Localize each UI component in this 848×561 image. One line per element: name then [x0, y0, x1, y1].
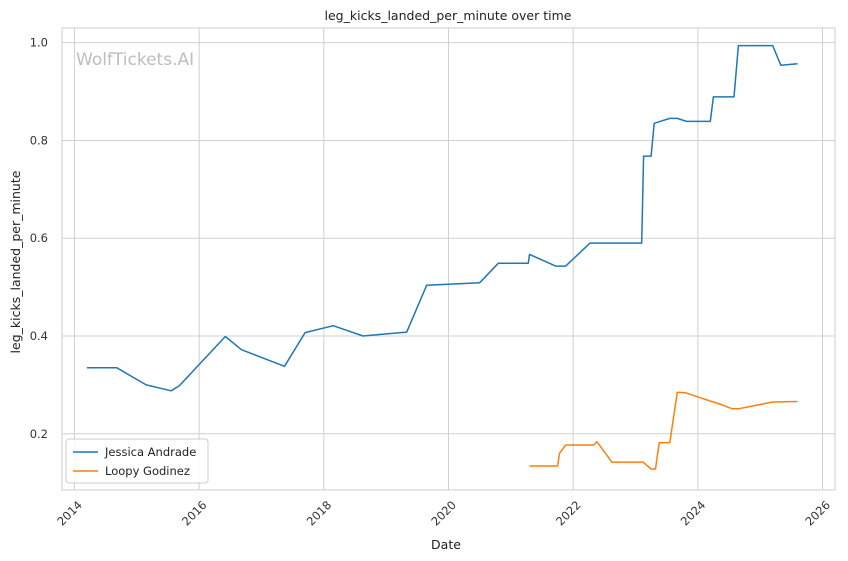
y-tick-label: 0.8	[30, 133, 48, 147]
series-line-jessica-andrade	[86, 44, 798, 392]
series-lines	[86, 44, 798, 470]
grid	[62, 28, 835, 490]
series-line-loopy-godinez	[529, 391, 798, 470]
y-tick-label: 0.2	[30, 427, 48, 441]
x-tick-label: 2018	[304, 498, 335, 529]
legend-box	[65, 438, 209, 484]
y-tick-label: 1.0	[30, 36, 48, 50]
legend-label-jessica-andrade: Jessica Andrade	[104, 445, 196, 459]
chart-title: leg_kicks_landed_per_minute over time	[325, 8, 572, 23]
x-tick-label: 2014	[54, 498, 85, 529]
y-tick-label: 0.4	[30, 329, 48, 343]
legend-label-loopy-godinez: Loopy Godinez	[105, 464, 190, 478]
y-axis-title: leg_kicks_landed_per_minute	[8, 170, 23, 353]
x-tick-label: 2022	[553, 498, 584, 529]
legend: Jessica Andrade Loopy Godinez	[65, 438, 209, 484]
watermark-text: WolfTickets.AI	[76, 50, 194, 70]
x-axis-title: Date	[431, 537, 461, 552]
x-tick-label: 2026	[802, 498, 833, 529]
x-tick-label: 2024	[678, 498, 709, 529]
y-tick-label: 0.6	[30, 231, 48, 245]
x-tick-label: 2016	[179, 498, 210, 529]
x-tick-label: 2020	[428, 498, 459, 529]
